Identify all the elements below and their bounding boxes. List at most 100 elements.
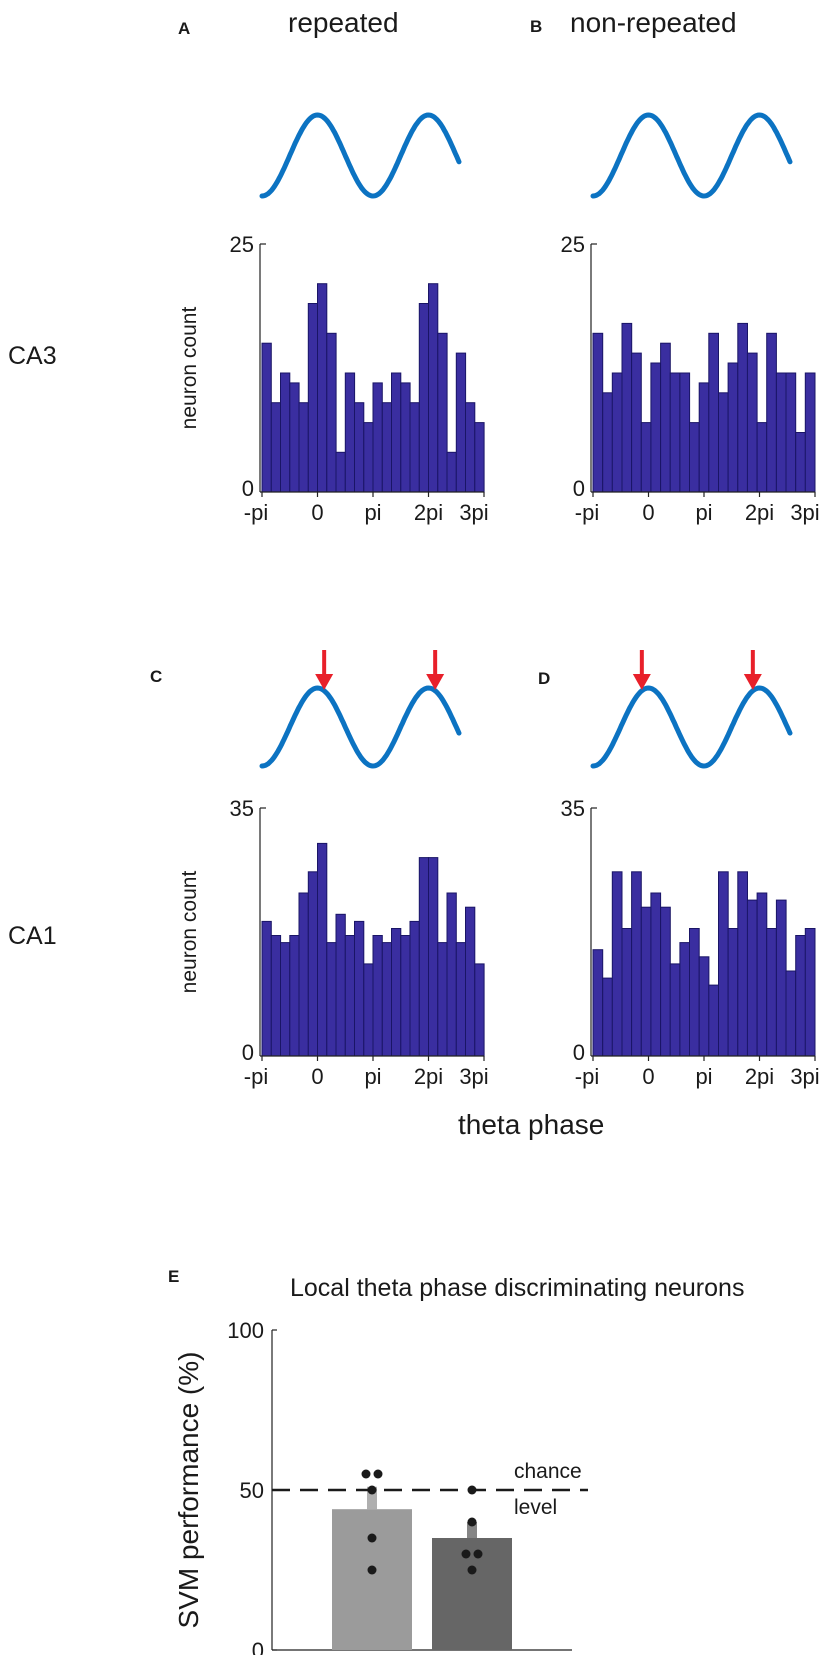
histogram-bar [326, 332, 337, 493]
histogram-bar [708, 984, 719, 1057]
x-tick-label: 0 [311, 1064, 323, 1089]
histogram-bar [418, 303, 430, 493]
y-tick-label: 0 [573, 1040, 585, 1065]
chance-label: chance [514, 1460, 582, 1483]
y-tick-label: 25 [561, 232, 585, 257]
x-tick-label: -pi [244, 1064, 268, 1089]
histogram-bar [592, 332, 604, 493]
theta-wave-d [590, 685, 793, 769]
x-tick-label: -pi [575, 1064, 599, 1089]
histogram-bar [280, 372, 291, 493]
histogram-bar [640, 906, 652, 1057]
column-title-non-repeated: non-repeated [570, 7, 737, 38]
y-tick-label: 0 [242, 1040, 254, 1065]
histogram-bar [611, 372, 623, 493]
x-tick-label: 0 [642, 500, 654, 525]
histogram-bar [446, 451, 457, 493]
x-tick-label: 2pi [745, 1064, 774, 1089]
histogram-bar [363, 963, 374, 1057]
histogram-bar [621, 928, 633, 1057]
histogram-bar [737, 871, 748, 1057]
x-tick-label: pi [695, 1064, 712, 1089]
histogram-bar [372, 935, 383, 1057]
y-tick-label: 0 [242, 476, 254, 501]
histogram-bar [474, 422, 485, 493]
histogram-bar [804, 928, 816, 1057]
x-tick-label: 0 [311, 500, 323, 525]
histogram-bar [689, 422, 700, 493]
histogram-bar [804, 372, 816, 493]
x-tick-label: 2pi [414, 1064, 443, 1089]
histogram-bar [455, 942, 467, 1057]
data-point [373, 1469, 383, 1479]
histogram-bar [465, 402, 476, 493]
phase-arrow-head-d-1 [632, 674, 651, 690]
histogram-bar [307, 303, 319, 493]
histogram-bar [261, 342, 272, 493]
phase-arrow-head-c-1 [315, 674, 334, 690]
x-tick-label: pi [364, 1064, 381, 1089]
histogram-bar [650, 892, 662, 1057]
x-tick-label: 3pi [459, 500, 488, 525]
y-tick-label: 0 [252, 1638, 264, 1655]
histogram-bar [298, 402, 309, 493]
theta-wave-c [259, 685, 462, 769]
chart-title-e: Local theta phase discriminating neurons [290, 1274, 744, 1302]
histogram-bar [611, 871, 623, 1057]
x-tick-label: 0 [642, 1064, 654, 1089]
data-point [473, 1549, 483, 1559]
histogram-bar [372, 382, 383, 493]
x-tick-label: 2pi [414, 500, 443, 525]
histogram-bar [746, 899, 758, 1057]
histogram-bar [756, 892, 768, 1057]
data-point [367, 1533, 377, 1543]
histogram-bar [679, 942, 691, 1057]
phase-arrow-head-c-2 [426, 674, 445, 690]
panel-label-b: B [530, 17, 542, 36]
histogram-bar [737, 322, 748, 493]
histogram-bar [455, 352, 467, 493]
histogram-bar [631, 352, 642, 493]
error-bar [367, 1486, 377, 1510]
histogram-bar [354, 402, 365, 493]
histogram-bar [766, 928, 777, 1057]
row-label-ca1: CA1 [8, 922, 57, 950]
histogram-bar [718, 871, 729, 1057]
x-tick-label: pi [364, 500, 381, 525]
histogram-bar [592, 949, 604, 1057]
x-tick-label: 3pi [459, 1064, 488, 1089]
data-point [361, 1469, 371, 1479]
histogram-bar [766, 332, 777, 493]
data-point [467, 1517, 477, 1527]
x-tick-label: 3pi [790, 500, 819, 525]
histogram-bar [660, 342, 671, 493]
histogram-bar [474, 963, 485, 1057]
histogram-bar [602, 977, 613, 1057]
histogram-bar [727, 362, 739, 493]
column-title-repeated: repeated [288, 7, 399, 38]
panel-label-c: C [150, 667, 162, 686]
y-tick-label: 35 [230, 796, 254, 821]
x-tick-label: 3pi [790, 1064, 819, 1089]
histogram-bar [775, 372, 787, 493]
y-tick-label: 25 [230, 232, 254, 257]
histogram-bar [698, 956, 710, 1057]
histogram-bar [298, 892, 309, 1057]
histogram-bar [289, 382, 300, 493]
histogram-bar [317, 842, 328, 1057]
histogram-bar [650, 362, 662, 493]
histogram-bar [363, 422, 374, 493]
theta-wave-b [590, 112, 793, 199]
histogram-bar [602, 392, 613, 493]
histogram-bar [326, 942, 337, 1057]
histogram-bar [344, 372, 356, 493]
histogram-bar [669, 963, 681, 1057]
histogram-bar [660, 906, 671, 1057]
histogram-bar [335, 451, 346, 493]
histogram-bar [289, 935, 300, 1057]
row-label-ca3: CA3 [8, 342, 57, 370]
histogram-bar [391, 372, 402, 493]
histogram-bar [708, 332, 719, 493]
data-point [367, 1565, 377, 1575]
chance-label: level [514, 1496, 557, 1519]
